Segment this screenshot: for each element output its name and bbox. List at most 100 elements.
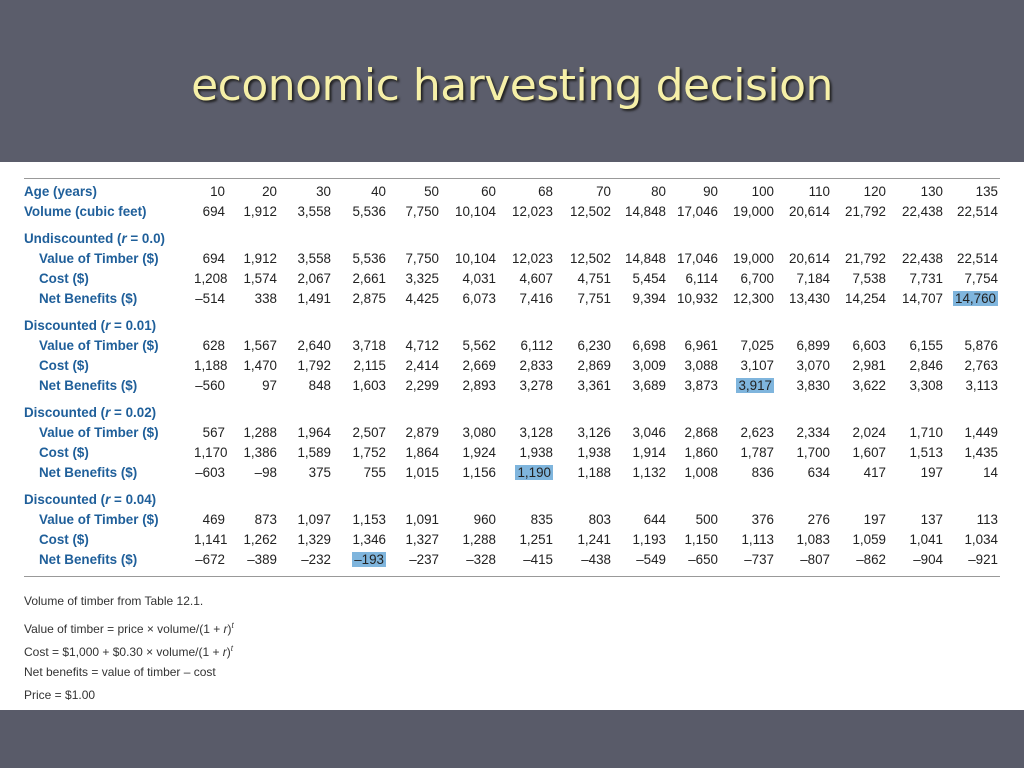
- table-cell: 4,425: [386, 289, 439, 309]
- cell-value: 2,981: [852, 358, 886, 373]
- table-cell: 6,114: [666, 269, 718, 289]
- table-cell: 1,251: [496, 530, 553, 550]
- table-cell: 2,981: [830, 356, 886, 376]
- table-cell: –603: [194, 463, 225, 483]
- cell-value: 500: [695, 512, 718, 527]
- table-cell: 375: [277, 463, 331, 483]
- table-cell: 130: [920, 184, 943, 199]
- table-cell: 3,046: [611, 423, 666, 443]
- table-cell: 1,346: [331, 530, 386, 550]
- table-cell: 628: [194, 336, 225, 356]
- table-cell: 469: [194, 510, 225, 530]
- table-cell: 2,623: [718, 423, 774, 443]
- table-cell: 10,104: [439, 249, 496, 269]
- cell-value: 1,041: [909, 532, 943, 547]
- cell-value: 10,932: [677, 291, 718, 306]
- cell-value: 1,170: [194, 445, 228, 460]
- table-cell: 7,751: [553, 289, 611, 309]
- cell-value: 197: [863, 512, 886, 527]
- table-cell: 2,299: [386, 376, 439, 396]
- table-cell: 1,386: [225, 443, 277, 463]
- max-net-benefit-highlight: 3,917: [736, 378, 774, 393]
- section-header-row: Discounted (r = 0.02): [24, 403, 998, 423]
- table-cell: –237: [386, 550, 439, 570]
- cell-value: –514: [195, 291, 225, 306]
- table-cell: 1,188: [194, 356, 228, 376]
- cell-value: 7,731: [909, 271, 943, 286]
- table-row: Net Benefits ($) –560 97 848 1,603 2,299 2,893…: [24, 376, 998, 396]
- table-cell: 22,514: [957, 204, 998, 219]
- cell-value: 634: [807, 465, 830, 480]
- table-cell: 10,104: [455, 204, 496, 219]
- cell-value: 1,132: [632, 465, 666, 480]
- cell-value: 1,346: [352, 532, 386, 547]
- cell-value: –389: [247, 552, 277, 567]
- table-cell: 7,750: [405, 204, 439, 219]
- table-cell: 14,848: [625, 204, 666, 219]
- cell-value: 1,914: [632, 445, 666, 460]
- table-cell: 1,208: [194, 269, 228, 289]
- table-cell: 1,924: [439, 443, 496, 463]
- cell-value: 873: [254, 512, 277, 527]
- cell-value: 14,254: [845, 291, 886, 306]
- cell-value: 1,188: [577, 465, 611, 480]
- table-cell: 30: [316, 184, 331, 199]
- table-cell: 2,640: [277, 336, 331, 356]
- cell-value: 6,603: [852, 338, 886, 353]
- cell-value: 1,097: [297, 512, 331, 527]
- cell-value: 4,712: [405, 338, 439, 353]
- table-cell: 3,622: [830, 376, 886, 396]
- cell-value: 6,073: [462, 291, 496, 306]
- cell-value: 469: [202, 512, 225, 527]
- cell-value: 7,416: [519, 291, 553, 306]
- table-cell: 500: [666, 510, 718, 530]
- row-label: Age (years): [24, 184, 97, 199]
- cell-value: 567: [202, 425, 225, 440]
- cell-value: 20,614: [789, 251, 830, 266]
- table-cell: 3,080: [439, 423, 496, 443]
- row-label: Value of Timber ($): [39, 512, 159, 527]
- cell-value: 5,454: [632, 271, 666, 286]
- section-title: Discounted (r = 0.02): [24, 405, 157, 420]
- cell-value: 1,015: [405, 465, 439, 480]
- table-cell: 1,262: [225, 530, 277, 550]
- cell-value: 2,846: [909, 358, 943, 373]
- cell-value: 7,754: [964, 271, 998, 286]
- header-row: Volume (cubic feet) 694 1,912 3,558 5,536 7,7…: [24, 202, 998, 222]
- cell-value: 6,155: [909, 338, 943, 353]
- table-cell: 1,113: [718, 530, 774, 550]
- cell-value: 1,607: [852, 445, 886, 460]
- table-cell: 1,190: [496, 463, 553, 483]
- note-net-benefits: Net benefits = value of timber – cost: [24, 664, 216, 679]
- cell-value: 1,150: [684, 532, 718, 547]
- cell-value: 6,230: [577, 338, 611, 353]
- table-cell: –921: [943, 550, 998, 570]
- table-cell: 848: [277, 376, 331, 396]
- table-cell: –862: [830, 550, 886, 570]
- table-cell: 1,156: [439, 463, 496, 483]
- table-cell: 276: [774, 510, 830, 530]
- cell-value: 1,386: [243, 445, 277, 460]
- table-cell: 21,792: [845, 204, 886, 219]
- cell-value: 1,156: [462, 465, 496, 480]
- cell-value: 1,153: [352, 512, 386, 527]
- table-cell: 19,000: [733, 204, 774, 219]
- table-cell: 68: [538, 184, 553, 199]
- table-cell: 1,912: [225, 249, 277, 269]
- cell-value: 3,009: [632, 358, 666, 373]
- table-cell: 1,938: [553, 443, 611, 463]
- table-cell: 1,329: [277, 530, 331, 550]
- table-cell: 3,070: [774, 356, 830, 376]
- table-cell: 7,750: [386, 249, 439, 269]
- cell-value: 1,589: [297, 445, 331, 460]
- section-header-row: Discounted (r = 0.01): [24, 316, 998, 336]
- row-label: Net Benefits ($): [39, 465, 138, 480]
- table-cell: 3,917: [718, 376, 774, 396]
- cell-value: 9,394: [632, 291, 666, 306]
- table-cell: 1,752: [331, 443, 386, 463]
- table-cell: 3,088: [666, 356, 718, 376]
- table-cell: 567: [194, 423, 225, 443]
- cell-value: 1,262: [243, 532, 277, 547]
- title-bar: [0, 0, 1024, 162]
- table-cell: 6,700: [718, 269, 774, 289]
